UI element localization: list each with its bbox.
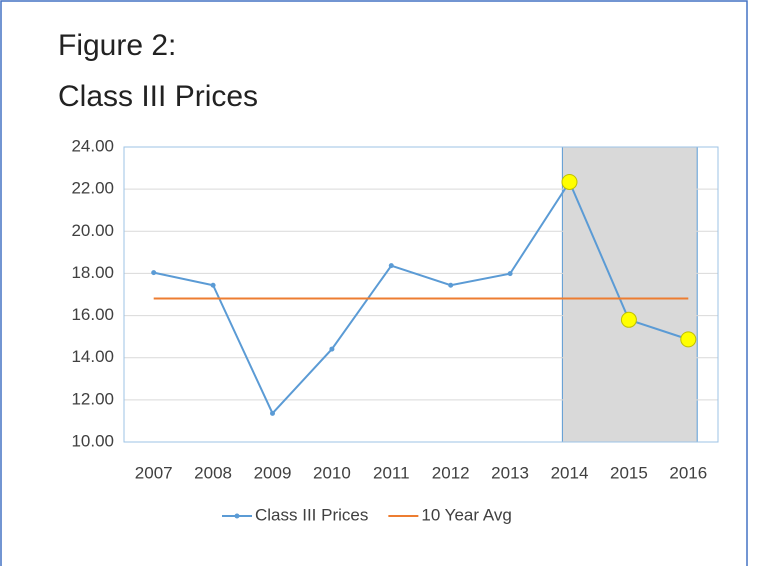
legend-label: Class III Prices [255, 505, 368, 524]
data-point [151, 270, 157, 276]
x-tick-label: 2015 [610, 463, 648, 482]
chart-title: Class III Prices [58, 80, 258, 113]
data-point [329, 346, 335, 352]
y-tick-label: 22.00 [71, 179, 114, 198]
y-tick-label: 10.00 [71, 431, 114, 450]
y-tick-label: 18.00 [71, 263, 114, 282]
y-tick-label: 20.00 [71, 221, 114, 240]
x-tick-label: 2008 [194, 463, 232, 482]
data-point [448, 282, 454, 288]
legend-marker [234, 513, 240, 519]
x-tick-label: 2009 [254, 463, 292, 482]
x-tick-label: 2016 [669, 463, 707, 482]
x-tick-label: 2011 [373, 463, 410, 482]
y-tick-label: 16.00 [71, 305, 114, 324]
data-point [210, 282, 216, 288]
data-point [561, 173, 578, 190]
x-tick-label: 2007 [135, 463, 173, 482]
x-tick-label: 2014 [551, 463, 589, 482]
data-point [388, 263, 394, 269]
y-tick-label: 14.00 [71, 347, 114, 366]
x-tick-label: 2013 [491, 463, 529, 482]
y-tick-label: 24.00 [71, 136, 114, 155]
series-line [153, 179, 689, 416]
legend-label: 10 Year Avg [421, 505, 511, 524]
x-tick-label: 2010 [313, 463, 351, 482]
data-point [270, 410, 275, 416]
x-tick-label: 2012 [432, 463, 470, 482]
y-tick-label: 12.00 [71, 389, 114, 408]
data-point [620, 311, 637, 328]
data-point [507, 271, 513, 277]
data-point [680, 331, 697, 348]
chart-title: Figure 2: [58, 29, 176, 62]
plot-border [123, 146, 719, 443]
highlight-band [561, 146, 698, 443]
